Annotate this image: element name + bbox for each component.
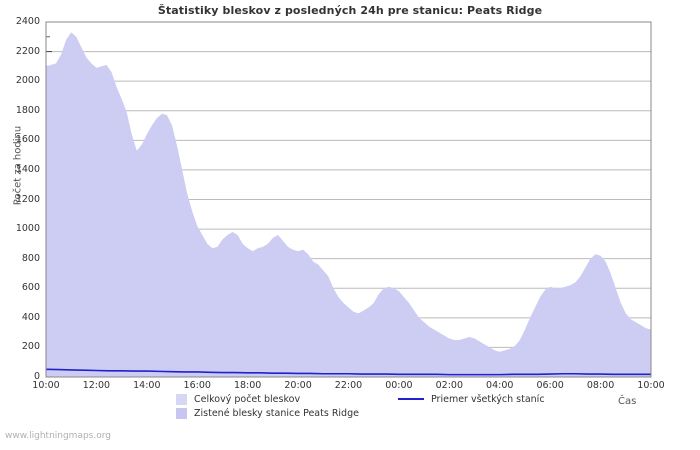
legend-label-station: Zistené blesky stanice Peats Ridge [194,407,359,419]
legend-row-2: Zistené blesky stanice Peats Ridge [176,406,596,420]
x-tick-label: 04:00 [486,380,514,391]
chart-legend: Celkový počet bleskov Priemer všetkých s… [176,392,596,420]
y-tick-label: 1200 [15,193,40,205]
x-tick-label: 10:00 [637,380,665,391]
y-tick-label: 1000 [15,223,40,235]
x-tick-label: 14:00 [133,380,161,391]
x-tick-label: 02:00 [435,380,464,391]
y-tick-label: 600 [21,282,40,294]
x-tick-label: 08:00 [586,380,615,391]
plot-frame [45,21,652,378]
series-line-average [45,368,651,376]
y-tick-label: 200 [21,341,40,353]
x-tick-label: 06:00 [536,380,564,391]
legend-swatch-station-icon [176,407,187,419]
x-tick-label: 22:00 [334,380,363,391]
y-tick-label: 2400 [15,16,40,27]
y-tick-label: 0 [33,371,40,382]
y-tick-label: 800 [21,252,40,264]
x-tick-label: 16:00 [183,380,211,391]
x-tick-label: 00:00 [385,380,413,391]
legend-row-1: Celkový počet bleskov Priemer všetkých s… [176,392,596,406]
x-tick-label: 10:00 [32,380,60,391]
x-tick-label: 12:00 [82,380,111,391]
y-tick-label: 2200 [15,45,40,57]
legend-item-average[interactable]: Priemer všetkých staníc [398,394,545,405]
legend-line-average-icon [398,398,424,400]
legend-label-total: Celkový počet bleskov [194,393,301,405]
y-tick-label: 1800 [15,104,40,116]
y-tick-label: 400 [21,311,40,323]
x-tick-label: 18:00 [233,380,262,391]
y-tick-label: 1400 [15,163,40,175]
series-area-station [46,32,651,377]
x-axis-label: Čas [618,396,637,407]
y-tick-label: 1600 [15,134,40,146]
legend-swatch-total-icon [176,393,187,405]
legend-item-total[interactable]: Celkový počet bleskov [176,393,398,405]
watermark: www.lightningmaps.org [5,431,111,441]
x-tick-label: 20:00 [284,380,312,391]
legend-label-average: Priemer všetkých staníc [431,393,545,405]
legend-item-station[interactable]: Zistené blesky stanice Peats Ridge [176,407,398,419]
y-tick-label: 2000 [15,75,40,87]
page-title: Štatistiky bleskov z posledných 24h pre … [157,4,543,17]
